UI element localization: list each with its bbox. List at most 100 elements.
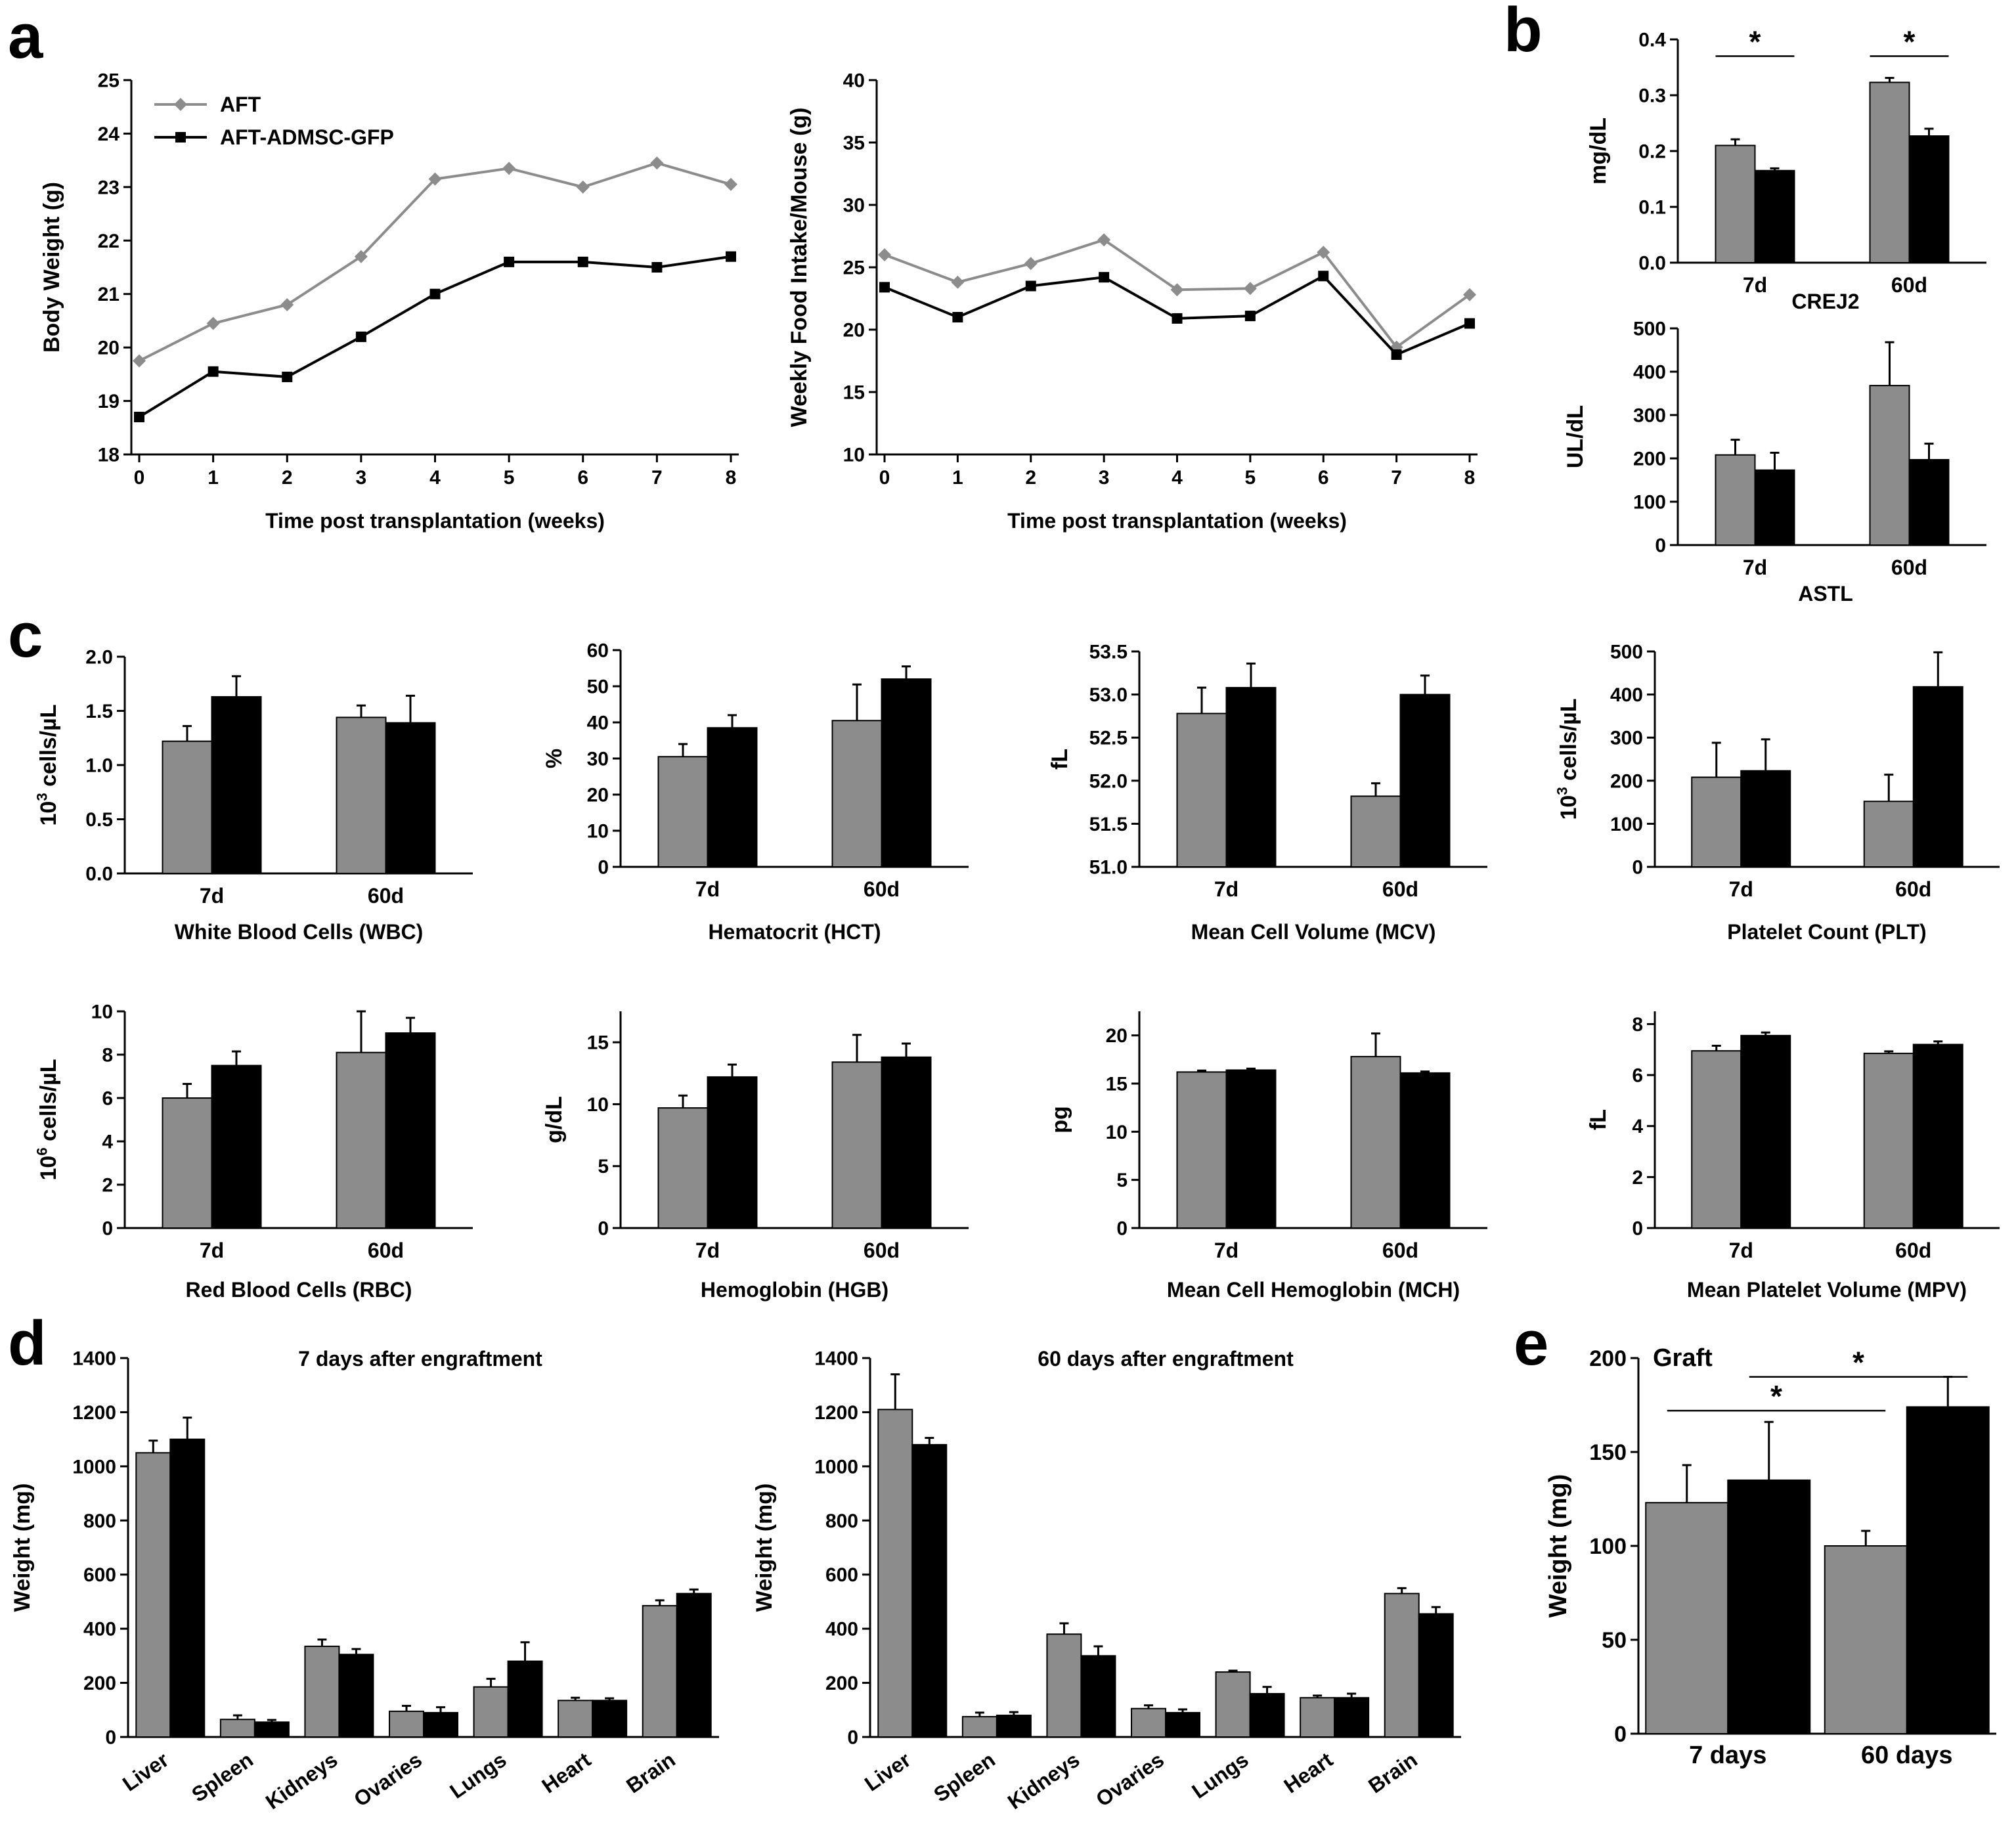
y-axis-label: UL/dL	[1563, 405, 1588, 468]
x-tick-label: 6	[1318, 467, 1329, 489]
x-tick-label: 60 days	[1861, 1742, 1952, 1769]
bar-aft-admsc-gfp	[1727, 1479, 1811, 1734]
significance-star: *	[1904, 25, 1916, 59]
y-axis-label: 106 cells/µL	[33, 1059, 61, 1181]
bar-aft	[1176, 1071, 1227, 1229]
x-tick-label: Ovaries	[349, 1747, 426, 1811]
series-line-aft-admsc-gfp	[138, 255, 732, 418]
bar-aft	[1215, 1671, 1251, 1738]
x-tick-label: 7 days	[1689, 1742, 1766, 1769]
data-point-aft	[1463, 288, 1476, 301]
y-tick-label: 53.0	[1089, 684, 1128, 706]
data-point-aft-admsc-gfp	[577, 256, 588, 267]
y-tick-label: 400	[1610, 684, 1643, 706]
bar-aft	[219, 1719, 255, 1738]
bar-aft-admsc-gfp	[1399, 693, 1451, 868]
x-tick-label: 2	[282, 467, 293, 489]
data-point-aft	[650, 156, 664, 170]
bar-aft	[336, 716, 387, 875]
y-tick-label: 15	[1106, 1074, 1128, 1095]
y-tick-label: 600	[825, 1564, 858, 1586]
x-axis-label: Red Blood Cells (RBC)	[186, 1278, 412, 1302]
bar-aft	[162, 1097, 213, 1229]
data-point-aft-admsc-gfp	[1464, 318, 1475, 329]
y-tick-label: 1.5	[85, 701, 113, 722]
significance-star: *	[1770, 1379, 1782, 1413]
y-tick-label: 4	[102, 1132, 113, 1153]
bar-aft-admsc-gfp	[1225, 1069, 1277, 1229]
bar-aft	[1131, 1707, 1166, 1738]
bar-aft	[831, 1061, 883, 1229]
y-tick-label: 15	[587, 1032, 609, 1054]
x-tick-label: Kidneys	[261, 1747, 342, 1814]
y-tick-label: 4	[1632, 1116, 1643, 1137]
bar-aft-admsc-gfp	[1754, 469, 1795, 546]
y-axis-label: Weight (mg)	[752, 1483, 777, 1612]
y-axis-label: Weight (mg)	[10, 1483, 35, 1612]
y-tick-label: 300	[1633, 405, 1666, 427]
y-tick-label: 0.5	[85, 809, 113, 831]
x-tick-label: 7d	[1214, 877, 1238, 901]
y-tick-label: 150	[1589, 1440, 1627, 1465]
y-tick-label: 50	[587, 676, 609, 698]
y-tick-label: 30	[587, 749, 609, 770]
y-tick-label: 1000	[814, 1456, 858, 1478]
y-tick-label: 21	[98, 284, 120, 305]
data-point-aft-admsc-gfp	[952, 312, 963, 322]
y-tick-label: 40	[843, 70, 865, 92]
chart-c-mch: 0 5 10 15 20 pg 7d 60d Mean Cell Hemoglobin (MCH…	[1047, 1011, 1487, 1302]
bar-aft-admsc-gfp	[1754, 169, 1795, 263]
x-tick-label: 7d	[200, 884, 224, 908]
panel-letter-a: a	[8, 1, 43, 72]
x-tick-label: Spleen	[187, 1747, 257, 1807]
y-tick-label: 500	[1633, 319, 1666, 340]
chart-c-hgb: 0 5 10 15 g/dL 7d 60d Hemoglobin (HGB)	[542, 1011, 969, 1302]
bar-aft-admsc-gfp	[385, 1032, 436, 1229]
y-tick-label: 52.5	[1089, 728, 1128, 749]
bar-aft-admsc-gfp	[1908, 135, 1950, 263]
bar-aft-admsc-gfp	[1418, 1613, 1454, 1738]
bar-aft	[1863, 1053, 1914, 1229]
panel-letter-b: b	[1504, 0, 1543, 65]
bar-aft	[304, 1645, 340, 1738]
bar-aft-admsc-gfp	[1249, 1693, 1285, 1738]
panel-letter-e: e	[1514, 1308, 1548, 1378]
bar-aft	[657, 1107, 709, 1229]
y-tick-label: 2.0	[85, 647, 113, 669]
bar-aft	[473, 1686, 509, 1738]
bar-aft	[1300, 1697, 1336, 1738]
panel-letter-c: c	[8, 600, 43, 670]
bar-aft-admsc-gfp	[1912, 1044, 1963, 1229]
legend-label: AFT-ADMSC-GFP	[220, 125, 394, 149]
x-axis-label: Platelet Count (PLT)	[1727, 920, 1926, 944]
y-tick-label: 800	[83, 1510, 116, 1532]
data-point-aft-admsc-gfp	[1318, 271, 1329, 282]
y-axis-label: fL	[1047, 749, 1072, 770]
data-point-aft	[1317, 246, 1330, 259]
x-tick-label: Liver	[118, 1747, 173, 1795]
y-tick-label: 0	[1655, 535, 1666, 557]
data-point-aft	[724, 177, 737, 191]
x-tick-label: 3	[1099, 467, 1110, 489]
data-point-aft-admsc-gfp	[726, 251, 736, 262]
bar-aft	[831, 720, 883, 868]
y-tick-label: 1400	[72, 1348, 116, 1370]
y-tick-label: 60	[587, 640, 609, 662]
bar-aft	[389, 1710, 424, 1738]
data-point-aft	[354, 250, 368, 263]
x-axis-label: Time post transplantation (weeks)	[265, 509, 605, 533]
y-axis-label: mg/dL	[1586, 118, 1611, 185]
y-axis-label: pg	[1047, 1106, 1072, 1133]
y-tick-label: 5	[598, 1156, 609, 1177]
bar-aft-admsc-gfp	[676, 1593, 712, 1738]
y-tick-label: 23	[98, 177, 120, 198]
y-tick-label: 0	[1116, 1218, 1128, 1240]
x-tick-label: 8	[1464, 467, 1476, 489]
x-tick-label: Heart	[537, 1747, 595, 1798]
y-axis-label: Weight (mg)	[1545, 1474, 1572, 1618]
x-tick-label: 60d	[864, 1239, 900, 1262]
x-axis-label: Hematocrit (HCT)	[708, 920, 881, 944]
y-tick-label: 15	[843, 382, 865, 404]
data-point-aft	[1170, 283, 1184, 297]
y-axis-label: 103 cells/µL	[33, 705, 61, 826]
